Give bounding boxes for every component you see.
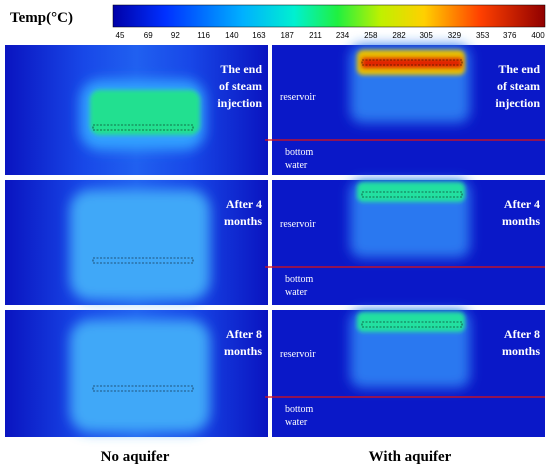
panel-label: months [224,214,262,228]
zone-label: reservoir [280,92,316,103]
well [361,191,463,198]
zone-label: bottom [285,147,314,158]
core [362,58,462,68]
colorbar-tick-label: 329 [448,31,462,40]
warm-zone [70,190,210,300]
panel-label: The end [220,62,262,76]
panel-label: months [502,344,540,358]
colorbar-tick-label: 69 [144,31,153,40]
panel-label: months [502,214,540,228]
well [92,385,194,392]
panel-label: of steam [219,79,262,93]
colorbar-tick-label: 187 [281,31,295,40]
panel-label: injection [495,96,540,110]
panel-label: injection [217,96,262,110]
zone-label: reservoir [280,219,316,230]
colorbar [112,4,546,28]
colorbar-tick-label: 234 [336,31,350,40]
colorbar-title: Temp(°C) [10,10,73,26]
colorbar-tick-label: 140 [225,31,239,40]
panel-label: After 8 [504,327,540,341]
well [361,321,463,328]
colorbar-tick-label: 45 [116,31,125,40]
panel-label: After 8 [226,327,262,341]
colorbar-tick-label: 116 [197,31,210,40]
well [361,59,463,66]
caption: No aquifer [101,449,170,465]
colorbar-tick-label: 353 [476,31,490,40]
panel-label: After 4 [226,197,262,211]
panel-label: The end [498,62,540,76]
colorbar-tick-label: 163 [252,31,266,40]
hot-zone [90,90,200,135]
zone-label: water [285,160,308,171]
colorbar-tick-label: 211 [309,31,322,40]
colorbar-tick-label: 258 [364,31,378,40]
well [92,257,194,264]
panel-label: After 4 [504,197,540,211]
zone-label: bottom [285,404,314,415]
colorbar-tick-label: 376 [503,31,517,40]
well [92,124,194,131]
warm-zone [70,320,210,432]
zone-label: reservoir [280,349,316,360]
colorbar-tick-label: 400 [531,31,545,40]
zone-label: water [285,417,308,428]
zone-label: bottom [285,274,314,285]
colorbar-tick-label: 282 [392,31,406,40]
zone-label: water [285,287,308,298]
colorbar-tick-label: 305 [419,31,433,40]
colorbar-tick-label: 92 [171,31,180,40]
panel-label: months [224,344,262,358]
panel-label: of steam [497,79,540,93]
caption: With aquifer [369,449,452,465]
